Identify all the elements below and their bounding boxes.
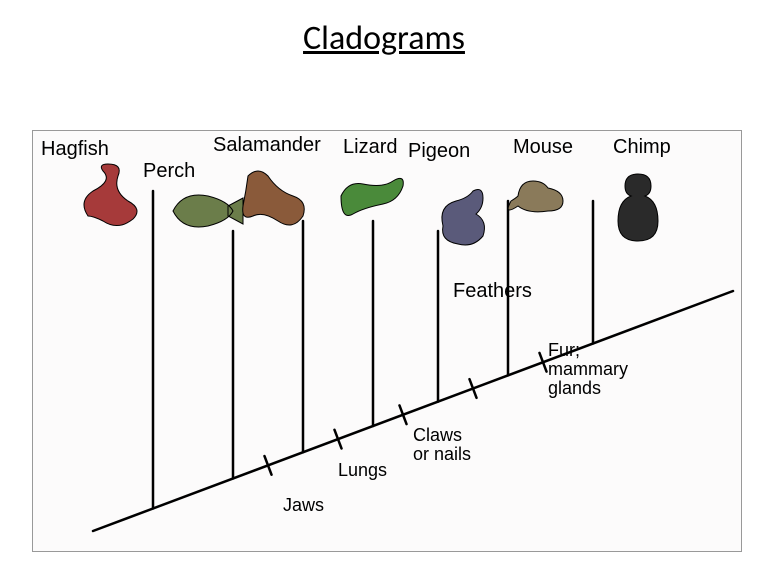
- taxon-label-lizard: Lizard: [343, 137, 397, 158]
- trait-label: Feathers: [453, 281, 532, 302]
- taxon-label-pigeon: Pigeon: [408, 141, 470, 162]
- trait-label: Claws or nails: [413, 426, 471, 464]
- taxon-label-perch: Perch: [143, 161, 195, 182]
- trait-label: Fur; mammary glands: [548, 341, 628, 398]
- taxon-label-hagfish: Hagfish: [41, 139, 109, 160]
- taxon-label-mouse: Mouse: [513, 137, 573, 158]
- cladogram-diagram: Hagfish Perch Salamander Lizard Pigeon Mouse C…: [32, 130, 742, 552]
- page-title: Cladograms: [0, 18, 768, 59]
- taxon-label-salamander: Salamander: [213, 135, 321, 156]
- taxon-label-chimp: Chimp: [613, 137, 671, 158]
- trait-label: Lungs: [338, 461, 387, 480]
- trait-label: Jaws: [283, 496, 324, 515]
